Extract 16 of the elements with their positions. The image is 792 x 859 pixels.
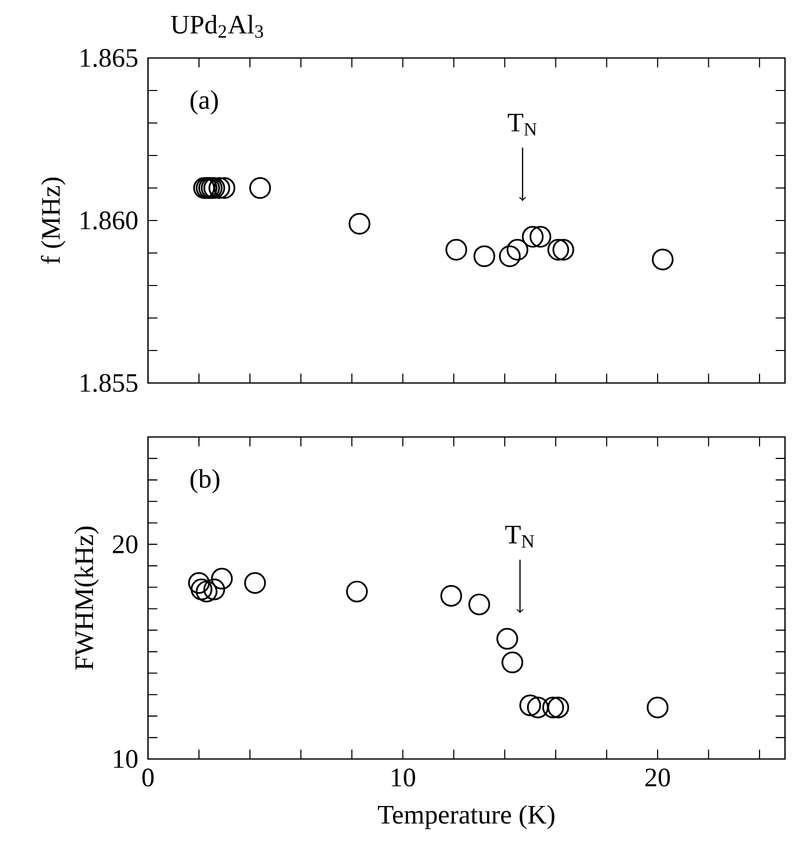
- y-tick-label: 20: [112, 535, 138, 554]
- chart-title: UPd$_{2}$Al$_{3}$: [170, 14, 263, 38]
- annotation: (a): [190, 90, 218, 114]
- y-tick-label: 1.860: [80, 211, 138, 230]
- annotation: (b): [190, 469, 220, 494]
- x-tick-label: 10: [392, 768, 416, 787]
- x-axis-title: Temperature (K): [378, 804, 554, 830]
- annotation: T$_{N}$: [505, 526, 534, 548]
- y-tick-label: 1.855: [80, 374, 138, 392]
- y-axis-title: FWHM(kHz): [74, 526, 99, 670]
- x-tick-label: 0: [142, 768, 154, 787]
- annotation: T$_{N}$: [508, 114, 537, 136]
- y-tick-label: 1.865: [80, 48, 138, 68]
- y-axis-title: f (MHz): [40, 178, 66, 264]
- x-tick-label: 20: [645, 768, 670, 787]
- y-tick-label: 10: [114, 750, 138, 768]
